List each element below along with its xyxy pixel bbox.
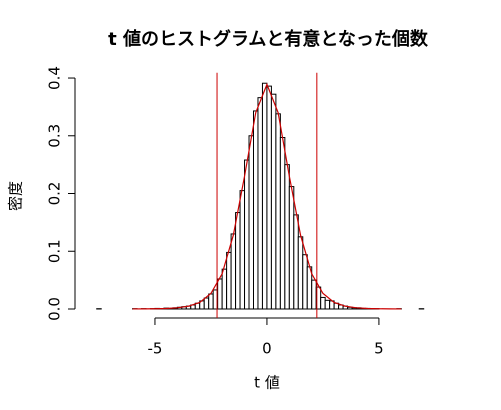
density-curve xyxy=(132,82,402,310)
bar xyxy=(217,278,223,310)
bar xyxy=(324,299,331,310)
bar xyxy=(270,93,277,310)
bar xyxy=(235,212,241,310)
bar xyxy=(320,296,326,310)
bar xyxy=(284,164,290,310)
y-tick-label: 0.4 xyxy=(46,66,64,90)
bar xyxy=(226,251,232,310)
bar xyxy=(302,254,308,310)
y-tick-label: 0.2 xyxy=(46,182,64,206)
bar xyxy=(203,297,210,310)
y-tick-label: 0.1 xyxy=(46,239,64,263)
bar xyxy=(311,279,317,310)
bar xyxy=(279,137,286,310)
bar xyxy=(275,113,281,310)
x-tick-label: 5 xyxy=(374,340,384,358)
bar xyxy=(288,186,295,310)
bar xyxy=(266,85,272,310)
bar xyxy=(230,233,237,310)
x-tick-label: 0 xyxy=(262,340,272,358)
x-axis-label: t 値 xyxy=(254,374,280,392)
chart-title: t 値のヒストグラムと有意となった個数 xyxy=(108,28,429,50)
y-axis-label: 密度 xyxy=(7,181,25,211)
bar xyxy=(208,293,214,310)
bar xyxy=(248,135,254,310)
bar xyxy=(244,159,250,310)
bar xyxy=(297,236,304,310)
y-tick-label: 0.3 xyxy=(46,124,64,148)
bar xyxy=(293,214,299,310)
bar xyxy=(257,97,263,310)
bar xyxy=(252,110,259,310)
bar xyxy=(261,82,268,310)
x-tick-label: -5 xyxy=(147,340,162,358)
bar xyxy=(239,190,246,310)
y-tick-label: 0.0 xyxy=(46,297,64,321)
bar xyxy=(221,268,228,310)
